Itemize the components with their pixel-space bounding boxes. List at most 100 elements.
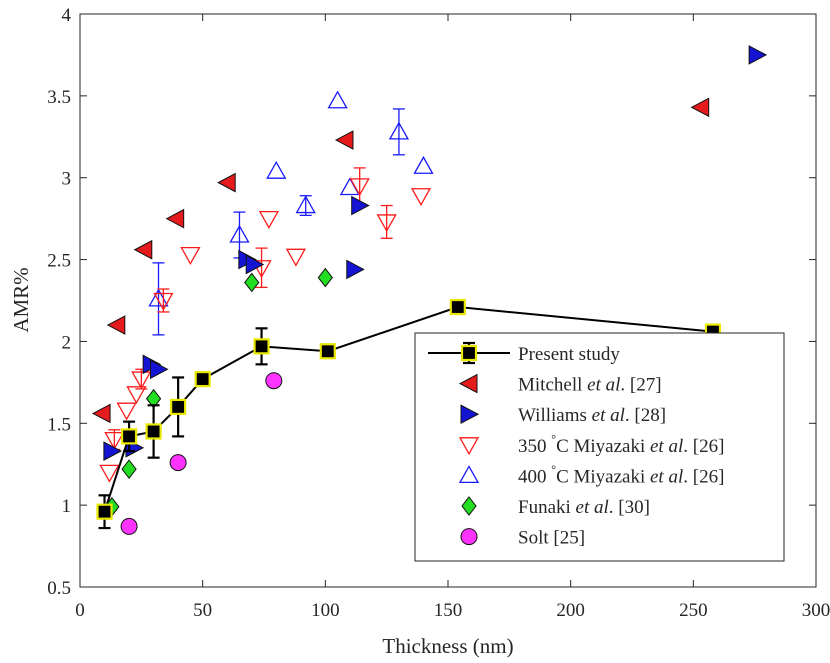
data-point xyxy=(349,178,370,197)
legend-label-part: 350 xyxy=(518,436,551,457)
data-point xyxy=(120,517,138,535)
legend: Present study Mitchell et al. [27] William… xyxy=(414,332,785,562)
legend-label-part: Williams xyxy=(518,405,592,426)
legend-marker xyxy=(460,528,478,546)
data-point xyxy=(126,386,147,405)
data-point xyxy=(169,454,187,472)
legend-item-funaki: Funaki et al. [30] xyxy=(461,496,650,518)
x-axis-label: Thickness (nm) xyxy=(382,634,513,658)
x-tick-label: 100 xyxy=(311,600,340,621)
y-tick-label: 2.5 xyxy=(47,251,71,272)
data-point xyxy=(116,402,137,421)
data-point xyxy=(153,292,174,311)
legend-label: 400 °C Miyazaki et al. [26] xyxy=(518,462,724,487)
x-tick-label: 300 xyxy=(802,600,830,621)
legend-marker xyxy=(458,437,480,456)
legend-label-part: . [28] xyxy=(625,405,666,426)
legend-label-degree: ° xyxy=(551,432,556,446)
legend-label-part: 400 xyxy=(518,466,551,487)
data-point xyxy=(449,298,466,316)
series-mitchell xyxy=(92,97,710,424)
y-tick-label: 1.5 xyxy=(47,414,71,435)
data-point xyxy=(170,398,187,416)
legend-label-italic: et al xyxy=(650,466,683,487)
data-point xyxy=(334,130,354,150)
series-m400 xyxy=(148,90,434,336)
legend-label-italic: et al xyxy=(650,436,683,457)
x-tick-label: 150 xyxy=(434,600,463,621)
data-point xyxy=(150,359,169,380)
legend-marker xyxy=(460,404,480,425)
data-point xyxy=(266,160,287,179)
legend-label-part: . [26] xyxy=(683,466,724,487)
data-point xyxy=(413,155,434,174)
legend-label-part: Mitchell xyxy=(518,375,587,396)
data-point xyxy=(217,172,236,193)
legend-item-solt: Solt [25] xyxy=(460,528,585,549)
y-tick-label: 4 xyxy=(62,5,72,26)
error-bar xyxy=(152,262,165,336)
series-funaki xyxy=(104,267,333,517)
y-tick-label: 3 xyxy=(62,169,72,190)
data-point xyxy=(388,121,410,140)
legend-label-part: . [30] xyxy=(609,497,650,518)
data-point xyxy=(317,267,333,288)
data-point xyxy=(251,260,272,279)
legend-label-part: Present study xyxy=(518,344,620,365)
legend-label: Solt [25] xyxy=(518,528,585,549)
data-point xyxy=(327,90,348,109)
y-tick-label: 2 xyxy=(62,332,72,353)
data-point xyxy=(265,372,283,390)
legend-label-part: Funaki xyxy=(518,497,576,518)
data-point xyxy=(165,208,185,229)
data-point xyxy=(103,441,122,461)
legend-box xyxy=(414,332,785,562)
legend-label-italic: et al xyxy=(587,375,620,396)
data-point xyxy=(295,195,316,214)
x-tick-label: 200 xyxy=(556,600,585,621)
y-axis-label: AMR% xyxy=(9,267,33,332)
data-marks xyxy=(92,45,768,535)
legend-item-williams: Williams et al. [28] xyxy=(460,404,666,426)
series-solt xyxy=(120,372,283,535)
data-point xyxy=(121,459,137,479)
data-point xyxy=(99,464,120,483)
legend-item-m350: 350 °C Miyazaki et al. [26] xyxy=(458,432,724,457)
y-tick-label: 3.5 xyxy=(47,87,71,108)
legend-label: Mitchell et al. [27] xyxy=(518,375,662,396)
error-bar xyxy=(392,108,405,156)
legend-label-part: C Miyazaki xyxy=(556,436,650,457)
legend-label-italic: et al xyxy=(576,497,609,518)
data-point xyxy=(133,239,153,260)
series-present xyxy=(96,298,722,530)
legend-label-part: C Miyazaki xyxy=(556,466,650,487)
data-point xyxy=(351,195,370,216)
data-point xyxy=(229,224,250,243)
legend-label: 350 °C Miyazaki et al. [26] xyxy=(518,432,724,457)
legend-label-degree: ° xyxy=(551,462,556,476)
data-point xyxy=(180,247,201,265)
x-tick-label: 50 xyxy=(193,600,212,621)
data-point xyxy=(104,432,125,450)
data-point xyxy=(96,503,113,520)
legend-label: Williams et al. [28] xyxy=(518,405,666,426)
y-tick-label: 0.5 xyxy=(47,578,71,599)
legend-item-present: Present study xyxy=(428,341,620,365)
legend-label: Present study xyxy=(518,344,620,365)
data-point xyxy=(194,370,211,388)
data-point xyxy=(131,371,152,390)
data-point xyxy=(346,259,365,280)
error-bar xyxy=(255,247,268,289)
data-point xyxy=(376,214,397,233)
data-point xyxy=(106,315,126,335)
legend-marker xyxy=(458,373,478,394)
data-point xyxy=(120,428,138,445)
data-point xyxy=(339,177,360,196)
data-point xyxy=(92,403,111,424)
legend-item-mitchell: Mitchell et al. [27] xyxy=(458,373,662,396)
legend-label-italic: et al xyxy=(592,405,625,426)
data-point xyxy=(258,210,280,229)
data-point xyxy=(145,423,162,440)
data-point xyxy=(690,97,710,118)
